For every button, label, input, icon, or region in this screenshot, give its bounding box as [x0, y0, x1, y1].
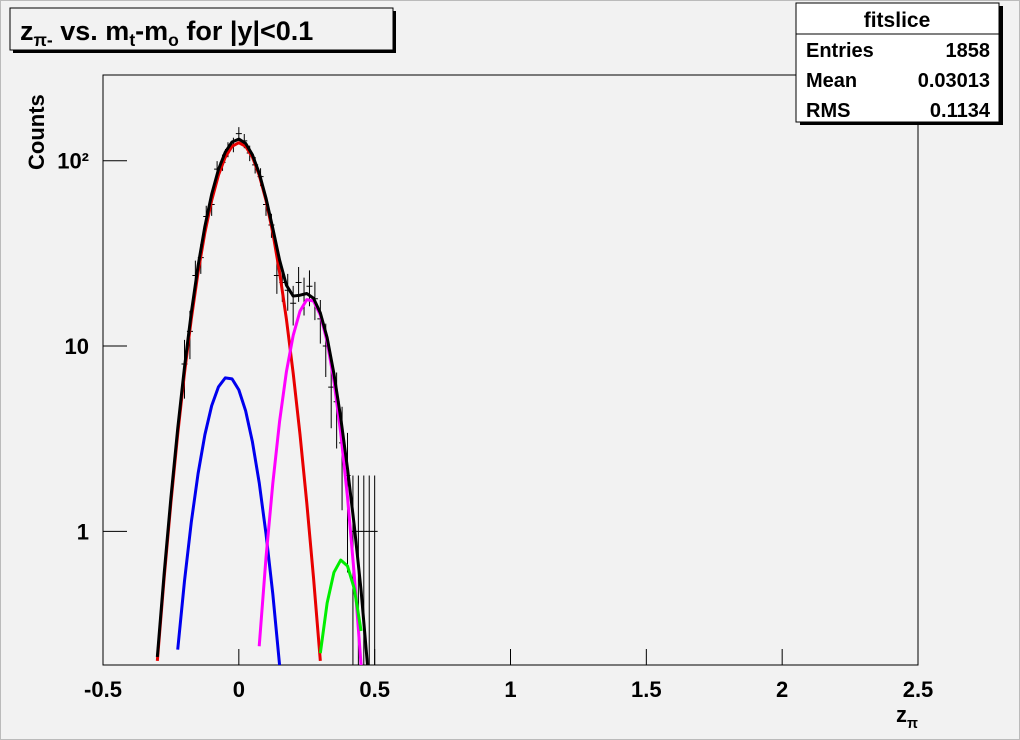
x-tick-label: -0.5: [84, 677, 122, 702]
fit-curve: [318, 558, 363, 654]
data-point: [360, 475, 367, 665]
axes: -0.5 0 0.5 1 1.5 2 2.5 1 10 10²: [57, 149, 933, 702]
fit-curve: [257, 298, 363, 665]
chart-title: zπ- vs. mt-mo for |y|<0.1: [20, 16, 313, 50]
text-part: z: [896, 702, 907, 727]
subscript: t: [129, 30, 135, 50]
data-point: [371, 475, 378, 665]
x-tick-label: 2: [776, 677, 788, 702]
subscript: π: [907, 716, 918, 732]
data-point: [290, 285, 297, 326]
x-tick-label: 1: [504, 677, 516, 702]
stats-label: RMS: [806, 100, 850, 122]
x-tick-label: 0: [233, 677, 245, 702]
stats-label: Entries: [806, 40, 874, 62]
fit-curve: [155, 137, 370, 665]
x-axis-label: zπ: [896, 702, 918, 732]
stats-box: [795, 2, 1000, 123]
plot-area: [155, 127, 378, 665]
stats-value: 0.03013: [918, 70, 990, 92]
x-tick-label: 2.5: [903, 677, 934, 702]
title-box: [9, 7, 394, 51]
y-tick-label: 1: [77, 519, 89, 544]
fit-curve: [176, 376, 282, 665]
stats-value: 1858: [946, 40, 991, 62]
subscript: π-: [34, 30, 53, 50]
text-part: vs. m: [53, 16, 130, 46]
plot-frame: [102, 74, 919, 666]
stats-label: Mean: [806, 70, 857, 92]
stats-rows: Entries 1858 Mean 0.03013 RMS 0.1134: [806, 40, 991, 122]
x-tick-label: 1.5: [631, 677, 662, 702]
stats-value: 0.1134: [930, 100, 991, 122]
data-point: [366, 475, 373, 665]
text-part: -m: [135, 16, 168, 46]
y-tick-label: 10: [65, 334, 89, 359]
text-part: for |y|<0.1: [179, 16, 313, 46]
y-tick-label: 10²: [57, 149, 89, 174]
x-tick-label: 0.5: [359, 677, 390, 702]
stats-title: fitslice: [864, 9, 931, 32]
y-axis-label: Counts: [24, 94, 49, 170]
subscript: o: [168, 30, 179, 50]
text-part: z: [20, 16, 34, 46]
